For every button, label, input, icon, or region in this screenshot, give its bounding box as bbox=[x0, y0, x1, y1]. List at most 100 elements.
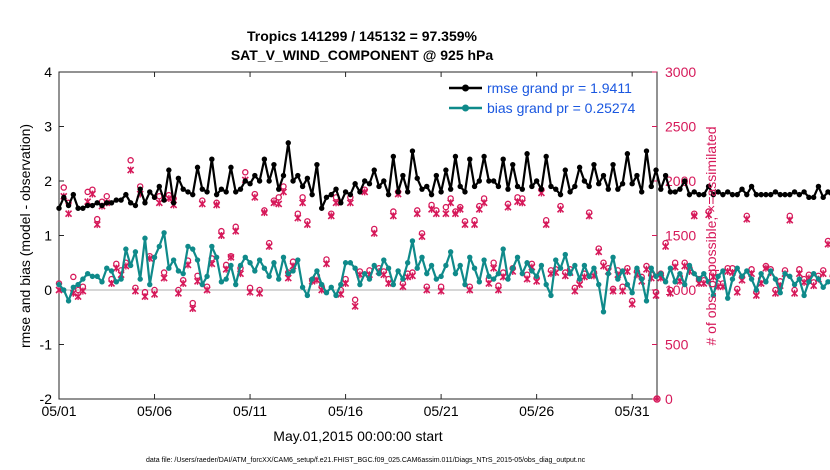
rmse-point bbox=[190, 191, 196, 198]
bias-point bbox=[357, 281, 363, 288]
bias-point bbox=[108, 268, 115, 274]
bias-point bbox=[533, 273, 540, 280]
bias-point bbox=[314, 268, 320, 274]
bias-point bbox=[538, 262, 545, 269]
rmse-point bbox=[777, 191, 783, 198]
rmse-point bbox=[347, 191, 354, 198]
bias-point bbox=[791, 281, 798, 288]
bias-point bbox=[428, 262, 435, 269]
obs-assimilated-point bbox=[64, 210, 73, 218]
rmse-point bbox=[672, 189, 678, 195]
bias-point bbox=[529, 268, 535, 274]
rmse-point bbox=[696, 191, 702, 198]
bias-point bbox=[667, 265, 674, 271]
rmse-point bbox=[486, 178, 492, 184]
rmse-point bbox=[295, 172, 301, 179]
rmse-point bbox=[691, 189, 697, 195]
rmse-point bbox=[185, 189, 191, 195]
bias-point bbox=[596, 281, 602, 288]
bias-point bbox=[433, 276, 440, 282]
rmse-point bbox=[438, 189, 444, 195]
obs-assimilated-point bbox=[542, 221, 550, 229]
bias-point bbox=[65, 298, 72, 304]
bias-point bbox=[204, 273, 210, 280]
obs-assimilated-point bbox=[690, 212, 698, 220]
rmse-point bbox=[648, 183, 654, 190]
bias-point bbox=[462, 281, 468, 288]
bias-point bbox=[333, 292, 339, 299]
y-tick-label: 1 bbox=[44, 228, 52, 244]
rmse-point bbox=[753, 191, 760, 198]
obs-assimilated-point bbox=[189, 304, 197, 313]
obs-assimilated-point bbox=[709, 273, 717, 281]
rmse-point bbox=[366, 181, 373, 187]
bias-point bbox=[409, 238, 416, 244]
bias-point bbox=[209, 243, 215, 250]
rmse-point bbox=[118, 197, 124, 203]
rmse-point bbox=[820, 194, 826, 201]
rmse-point bbox=[104, 200, 110, 206]
rmse-point bbox=[772, 189, 779, 195]
obs-assimilated-point bbox=[447, 199, 455, 207]
rmse-point bbox=[242, 178, 248, 184]
obs-assimilated-point bbox=[203, 286, 211, 294]
obs-assimilated-point bbox=[556, 205, 565, 213]
obs-assimilated-point bbox=[265, 242, 273, 250]
obs-assimilated-point bbox=[79, 287, 87, 295]
bias-point bbox=[256, 257, 263, 263]
rmse-point bbox=[586, 183, 592, 190]
bias-point bbox=[739, 273, 745, 280]
rmse-point bbox=[56, 205, 62, 211]
rmse-point bbox=[233, 189, 239, 195]
rmse-point bbox=[147, 189, 153, 195]
y2-tick-label: 3000 bbox=[665, 64, 696, 80]
y2-tick-label: 1500 bbox=[665, 228, 696, 244]
bias-point bbox=[142, 235, 148, 241]
rmse-point bbox=[390, 153, 397, 160]
rmse-point bbox=[137, 186, 143, 192]
rmse-point bbox=[553, 186, 559, 192]
bias-point bbox=[720, 268, 726, 274]
rmse-point bbox=[557, 191, 564, 198]
obs-possible-point bbox=[351, 296, 359, 304]
bias-point bbox=[70, 284, 77, 290]
obs-assimilated-point bbox=[351, 302, 359, 310]
rmse-point bbox=[285, 140, 291, 146]
rmse-point bbox=[352, 181, 358, 187]
bias-point bbox=[581, 262, 588, 269]
rmse-point bbox=[290, 178, 296, 184]
bias-point bbox=[586, 273, 592, 280]
rmse-point bbox=[624, 151, 631, 157]
obs-assimilated-point bbox=[155, 199, 163, 207]
bias-point bbox=[447, 249, 454, 255]
rmse-point bbox=[395, 189, 401, 195]
bias-point bbox=[127, 262, 134, 269]
rmse-point bbox=[806, 194, 812, 201]
rmse-point bbox=[724, 189, 731, 195]
obs-assimilated-point bbox=[671, 263, 679, 271]
rmse-point bbox=[108, 200, 115, 206]
bias-point bbox=[505, 276, 511, 282]
y-tick-label: -2 bbox=[40, 391, 53, 407]
bias-point bbox=[295, 257, 301, 263]
obs-assimilated-point bbox=[733, 288, 741, 296]
bias-point bbox=[213, 254, 220, 260]
rmse-point bbox=[744, 191, 750, 198]
y2-axis-label: # of obs: o=possible; ×=assimilated bbox=[703, 126, 719, 345]
rmse-point bbox=[61, 194, 67, 201]
obs-assimilated-point bbox=[174, 289, 182, 297]
obs-assimilated-point bbox=[494, 286, 502, 294]
y-tick-label: 2 bbox=[44, 173, 52, 189]
bias-point bbox=[557, 265, 564, 271]
obs-assimilated-point bbox=[165, 194, 173, 203]
bias-point bbox=[467, 254, 473, 260]
bias-point bbox=[782, 270, 788, 277]
rmse-point bbox=[266, 178, 272, 184]
obs-possible-point bbox=[60, 184, 68, 191]
obs-assimilated-point bbox=[485, 279, 493, 288]
y2-tick-label: 500 bbox=[665, 337, 689, 353]
obs-assimilated-point bbox=[327, 212, 335, 220]
bias-point bbox=[471, 265, 478, 271]
bias-point bbox=[347, 260, 354, 266]
bias-point bbox=[99, 279, 105, 285]
